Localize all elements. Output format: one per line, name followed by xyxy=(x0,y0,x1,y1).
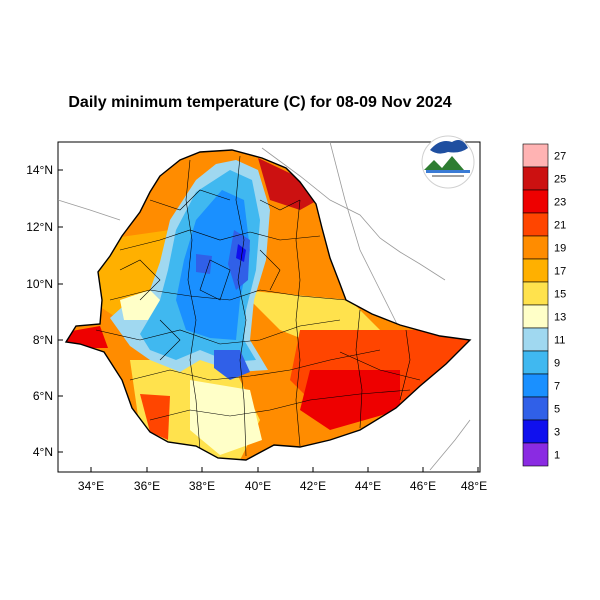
lat-label-12n: 12°N xyxy=(26,220,53,234)
colorbar-label: 13 xyxy=(554,312,566,324)
colorbar-swatch xyxy=(522,304,549,329)
lat-label-6n: 6°N xyxy=(33,389,53,403)
lon-label-48e: 48°E xyxy=(461,479,487,493)
colorbar-label: 1 xyxy=(554,450,560,462)
lat-label-4n: 4°N xyxy=(33,445,53,459)
colorbar-label: 23 xyxy=(554,197,566,209)
lat-axis xyxy=(58,169,63,453)
neighbor-boundaries xyxy=(57,141,471,471)
colorbar-label: 25 xyxy=(554,174,566,186)
agency-logo-icon xyxy=(421,135,475,189)
lon-label-38e: 38°E xyxy=(189,479,215,493)
colorbar-swatch xyxy=(522,396,549,421)
colorbar-swatch xyxy=(522,143,549,168)
lon-label-44e: 44°E xyxy=(355,479,381,493)
colorbar-label: 17 xyxy=(554,266,566,278)
colorbar-label: 3 xyxy=(554,427,560,439)
colorbar-swatch xyxy=(522,419,549,444)
colorbar: 27 25 23 21 19 17 15 13 11 9 7 5 3 1 xyxy=(522,143,566,467)
colorbar-label: 15 xyxy=(554,289,566,301)
colorbar-swatch xyxy=(522,442,549,467)
colorbar-swatch xyxy=(522,235,549,260)
colorbar-swatch xyxy=(522,373,549,398)
lat-label-10n: 10°N xyxy=(26,277,53,291)
colorbar-label: 7 xyxy=(554,381,560,393)
lon-label-40e: 40°E xyxy=(245,479,271,493)
colorbar-label: 9 xyxy=(554,358,560,370)
lon-label-46e: 46°E xyxy=(410,479,436,493)
colorbar-swatch xyxy=(522,327,549,352)
colorbar-label: 27 xyxy=(554,151,566,163)
map-title: Daily minimum temperature (C) for 08-09 … xyxy=(68,94,452,111)
colorbar-label: 21 xyxy=(554,220,566,232)
lon-axis xyxy=(90,467,479,472)
colorbar-swatch xyxy=(522,258,549,283)
lon-label-42e: 42°E xyxy=(300,479,326,493)
colorbar-swatch xyxy=(522,281,549,306)
colorbar-label: 5 xyxy=(554,404,560,416)
colorbar-label: 19 xyxy=(554,243,566,255)
colorbar-swatch xyxy=(522,212,549,237)
colorbar-swatch xyxy=(522,166,549,191)
colorbar-swatch xyxy=(522,189,549,214)
lat-label-14n: 14°N xyxy=(26,163,53,177)
admin-boundaries xyxy=(95,155,421,457)
colorbar-swatch xyxy=(522,350,549,375)
lat-label-8n: 8°N xyxy=(33,333,53,347)
colorbar-label: 11 xyxy=(554,335,565,347)
lon-label-36e: 36°E xyxy=(134,479,160,493)
lon-label-34e: 34°E xyxy=(78,479,104,493)
